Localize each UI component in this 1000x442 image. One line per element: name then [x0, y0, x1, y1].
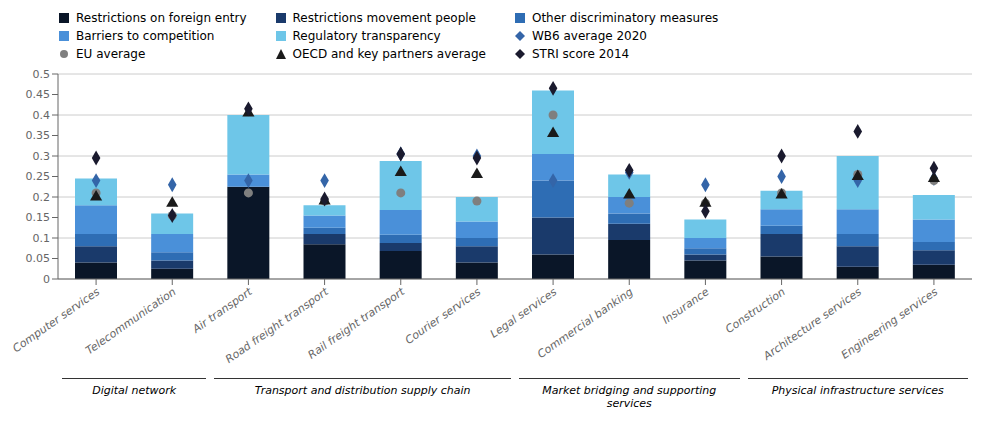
html-text:Other discriminatory measures: Other discriminatory measures	[532, 11, 719, 25]
html-text:EU average: EU average	[76, 47, 146, 61]
svg-text:Computer services: Computer services	[10, 285, 103, 356]
html-text:Market bridging and supporting: Market bridging and supporting services	[542, 384, 717, 410]
html-text:Digital network: Digital network	[92, 384, 177, 397]
svg-text:Architecture services: Architecture services	[761, 285, 864, 363]
svg-text:0.4: 0.4	[33, 109, 51, 122]
html-text:OECD and key partners average: OECD and key partners average	[292, 47, 486, 61]
svg-text:Construction: Construction	[723, 285, 788, 336]
svg-text:Air transport: Air transport	[189, 285, 255, 336]
svg-text:0.3: 0.3	[33, 150, 51, 163]
html-text:Transport and distribution sup: Transport and distribution supply chain	[254, 384, 471, 397]
svg-text:Rail freight transport: Rail freight transport	[305, 285, 407, 362]
svg-text:Courier services: Courier services	[403, 285, 483, 347]
svg-text:Engineering services: Engineering services	[839, 285, 941, 362]
svg-text:0.2: 0.2	[33, 191, 51, 204]
html-text:Restrictions movement people: Restrictions movement people	[292, 11, 476, 25]
svg-text:0.5: 0.5	[33, 68, 51, 81]
svg-text:0.15: 0.15	[26, 211, 51, 224]
svg-text:Insurance: Insurance	[660, 285, 712, 327]
html-text:Regulatory transparency: Regulatory transparency	[292, 29, 441, 43]
svg-text:0.45: 0.45	[26, 88, 51, 101]
svg-text:Road freight transport: Road freight transport	[223, 285, 331, 367]
svg-text:Legal services: Legal services	[488, 285, 560, 341]
html-text:Restrictions on foreign entry: Restrictions on foreign entry	[76, 11, 247, 25]
html-text:Barriers to competition: Barriers to competition	[76, 29, 215, 43]
svg-text:0.1: 0.1	[33, 232, 51, 245]
svg-text:Telecommunication: Telecommunication	[83, 285, 178, 357]
svg-text:0: 0	[43, 273, 50, 286]
html-text:Physical infrastructure servic: Physical infrastructure services	[771, 384, 944, 397]
svg-text:Commercial banking: Commercial banking	[535, 285, 636, 361]
svg-text:0.35: 0.35	[26, 129, 51, 142]
html-text:WB6 average 2020: WB6 average 2020	[532, 29, 647, 43]
svg-text:0.25: 0.25	[26, 170, 51, 183]
svg-text:0.05: 0.05	[26, 252, 51, 265]
html-text:STRI score 2014: STRI score 2014	[532, 47, 630, 61]
